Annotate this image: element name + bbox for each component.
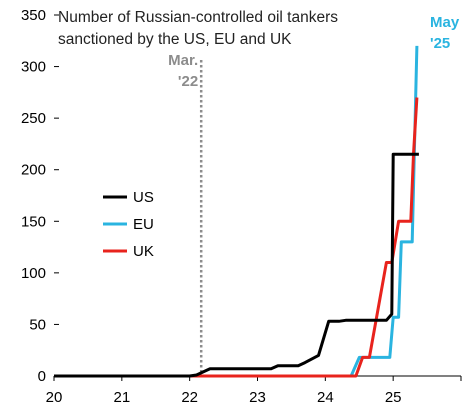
legend: US EU UK (103, 189, 154, 260)
y-tick-label: 150 (21, 213, 46, 230)
annotations: Mar. '22 May '25 (168, 14, 460, 376)
legend-label-uk: UK (133, 243, 154, 260)
x-tick-label: 23 (249, 389, 266, 406)
may25-annotation-label: May (430, 14, 460, 31)
chart-title: Number of Russian-controlled oil tankers… (58, 9, 338, 48)
x-tick-label: 24 (317, 389, 334, 406)
y-tick-label: 0 (38, 368, 46, 385)
legend-label-eu: EU (133, 216, 154, 233)
series-line-us (54, 152, 419, 378)
x-tick-label: 25 (385, 389, 402, 406)
y-tick-label: 200 (21, 162, 46, 179)
mar22-annotation-label: '22 (178, 73, 198, 90)
series-line-eu (54, 45, 419, 378)
legend-label-us: US (133, 189, 154, 206)
series-lines (54, 45, 419, 378)
chart-title-line: sanctioned by the US, EU and UK (58, 31, 292, 48)
series-line-uk (54, 97, 419, 378)
x-tick-label: 21 (113, 389, 130, 406)
y-tick-label: 100 (21, 265, 46, 282)
y-tick-label: 50 (29, 316, 46, 333)
x-axis: 20 21 22 23 24 25 (46, 375, 462, 406)
x-tick-label: 20 (46, 389, 63, 406)
x-tick-label: 22 (181, 389, 198, 406)
mar22-annotation-label: Mar. (168, 52, 198, 69)
y-axis: 0 50 100 150 200 250 300 350 (21, 7, 59, 385)
may25-annotation-label: '25 (430, 35, 450, 52)
chart-title-line: Number of Russian-controlled oil tankers (58, 9, 338, 26)
y-tick-label: 350 (21, 7, 46, 24)
y-tick-label: 250 (21, 110, 46, 127)
y-tick-label: 300 (21, 59, 46, 76)
